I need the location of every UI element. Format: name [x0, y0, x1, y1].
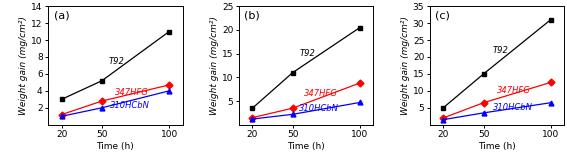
Text: (b): (b)	[244, 11, 260, 21]
Text: T92: T92	[299, 49, 315, 58]
Text: 310HCbN: 310HCbN	[299, 104, 339, 113]
Y-axis label: Weight gain (mg/cm²): Weight gain (mg/cm²)	[401, 16, 410, 115]
X-axis label: Time (h): Time (h)	[287, 142, 325, 151]
Text: (c): (c)	[435, 11, 450, 21]
X-axis label: Time (h): Time (h)	[96, 142, 134, 151]
Text: 310HCbN: 310HCbN	[110, 101, 150, 110]
Text: 310HCbN: 310HCbN	[493, 103, 533, 112]
Text: T92: T92	[493, 46, 509, 55]
Text: (a): (a)	[53, 11, 69, 21]
Text: 347HFG: 347HFG	[303, 89, 337, 98]
Text: 347HFG: 347HFG	[115, 88, 149, 97]
Y-axis label: Weight gain (mg/cm²): Weight gain (mg/cm²)	[210, 16, 219, 115]
Y-axis label: Weight gain (mg/cm²): Weight gain (mg/cm²)	[19, 16, 28, 115]
X-axis label: Time (h): Time (h)	[478, 142, 516, 151]
Text: 347HFG: 347HFG	[497, 86, 531, 95]
Text: T92: T92	[109, 57, 125, 66]
